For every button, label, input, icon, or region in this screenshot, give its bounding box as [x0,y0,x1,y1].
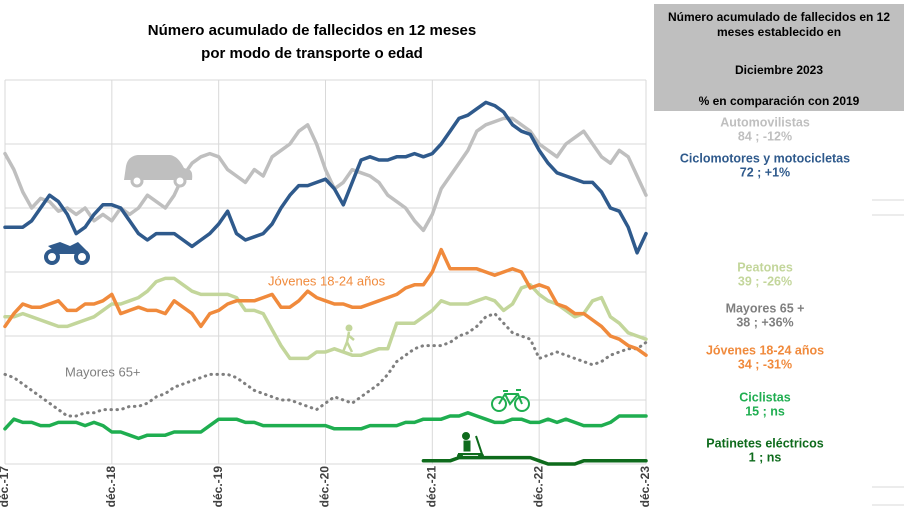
panel-note: % en comparación con 2019 [699,94,860,108]
decorations [872,199,904,506]
series-line [3,276,648,361]
car-wheel [173,174,187,188]
legend-summary: 34 ; -31% [738,357,792,371]
legend-name: Ciclomotores y motocicletas [680,151,850,165]
plot-area: déc.-17 déc.-18 déc.-19 déc.-20 déc.-21 déc.-… [0,79,652,508]
legend-summary: 38 ; +36% [736,315,793,329]
moto-wheel [44,249,60,265]
scooter-rider [463,440,471,452]
legend-summary: 39 ; -26% [738,274,792,288]
scooter-wheel [457,453,463,459]
series-line [3,100,648,255]
series-line [3,116,648,233]
moto-body [48,242,86,254]
x-tick-label: déc.-17 [0,466,11,508]
pedestrian-icon [341,324,355,353]
car-wheel [130,174,144,188]
legend-name: Jóvenes 18-24 años [706,343,824,357]
legend-name: Ciclistas [739,390,790,404]
bike-frame [498,389,523,406]
scooter-icon [457,432,484,459]
legend-name: Patinetes eléctricos [706,436,823,450]
car-body [124,155,193,180]
car-icon [124,155,193,188]
series-line [421,455,648,466]
scooter-rider-head [462,432,470,440]
x-tick-label: déc.-19 [211,466,225,508]
chart-title: Número acumulado de fallecidos en 12 mes… [148,22,476,39]
icons [44,155,530,459]
panel-heading: Número acumulado de fallecidos en 12 mes… [667,10,891,39]
series-line [3,411,648,441]
x-tick-label: déc.-18 [104,466,118,508]
panel-box [654,4,904,111]
legend-summary: 1 ; ns [749,450,782,464]
legend-summary: 15 ; ns [745,404,785,418]
series-line [3,247,648,357]
panel-heading-box: Número acumulado de fallecidos en 12 mes… [667,10,891,39]
panel-date: Diciembre 2023 [735,63,823,77]
legend-summary: 84 ; -12% [738,129,792,143]
legend-summary: 72 ; +1% [740,165,790,179]
bike-icon [491,389,530,412]
legend-name: Mayores 65 + [726,301,805,315]
x-tick-label: déc.-21 [425,466,439,508]
scooter-wheel [478,453,484,459]
legend-name: Peatones [737,260,793,274]
legend-name: Automovilistas [720,115,810,129]
x-tick-label: déc.-22 [531,466,545,508]
ped-body [341,331,355,353]
x-tick-label: déc.-23 [638,466,652,508]
annotation: Jóvenes 18-24 años [268,273,386,288]
moto-icon [44,242,90,265]
x-tick-label: déc.-20 [318,466,332,508]
chart-title: por modo de transporte o edad [201,45,423,62]
bike-wheel [491,396,507,412]
annotation: Mayores 65+ [65,364,141,379]
ped-head [345,324,353,332]
bike-wheel [514,396,530,412]
series-line [3,312,648,418]
